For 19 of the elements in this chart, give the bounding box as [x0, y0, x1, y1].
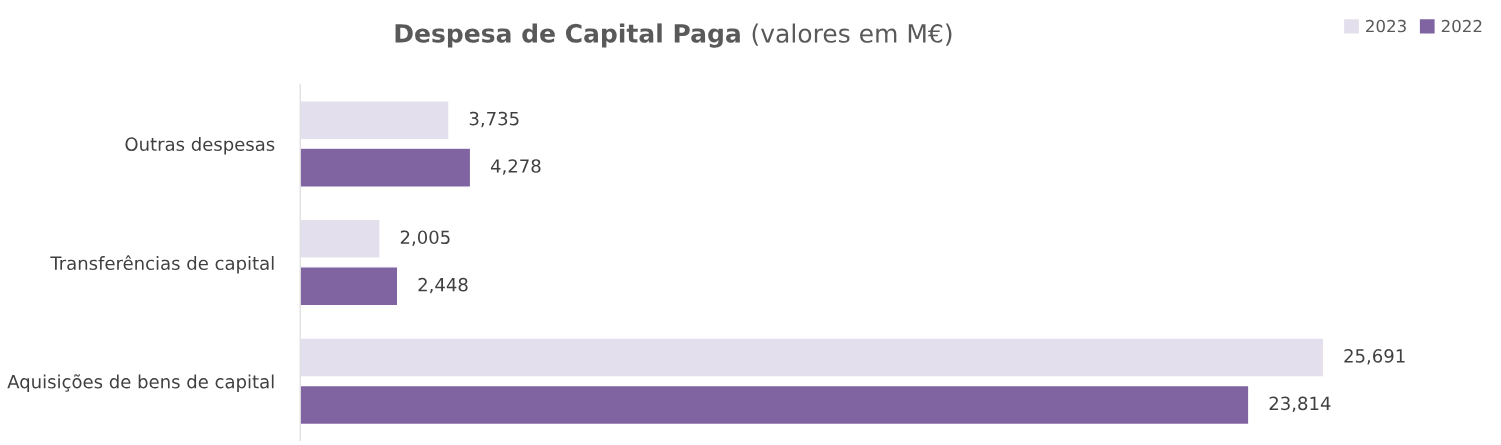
- bar: [300, 99, 450, 141]
- chart-subtitle: (valores em M€): [752, 23, 952, 46]
- data-label: 2,005: [400, 230, 450, 246]
- legend-label: 2022: [1441, 19, 1482, 33]
- data-label: 25,691: [1344, 349, 1405, 365]
- bar: [300, 218, 381, 259]
- y-tick-label: Aquisições de bens de capital: [7, 374, 274, 392]
- y-tick-label: Outras despesas: [125, 137, 275, 155]
- chart-title: Despesa de Capital Paga: [395, 23, 740, 48]
- bar: [300, 266, 399, 307]
- legend-label: 2023: [1366, 19, 1406, 33]
- data-label: 2,448: [418, 277, 468, 294]
- data-label: 23,814: [1269, 396, 1331, 413]
- bar: [300, 384, 1250, 426]
- bar: [300, 147, 472, 188]
- data-label: 4,278: [490, 159, 541, 175]
- y-tick-label: Transferências de capital: [50, 255, 274, 274]
- bar: [300, 337, 1325, 378]
- data-label: 3,735: [469, 111, 519, 128]
